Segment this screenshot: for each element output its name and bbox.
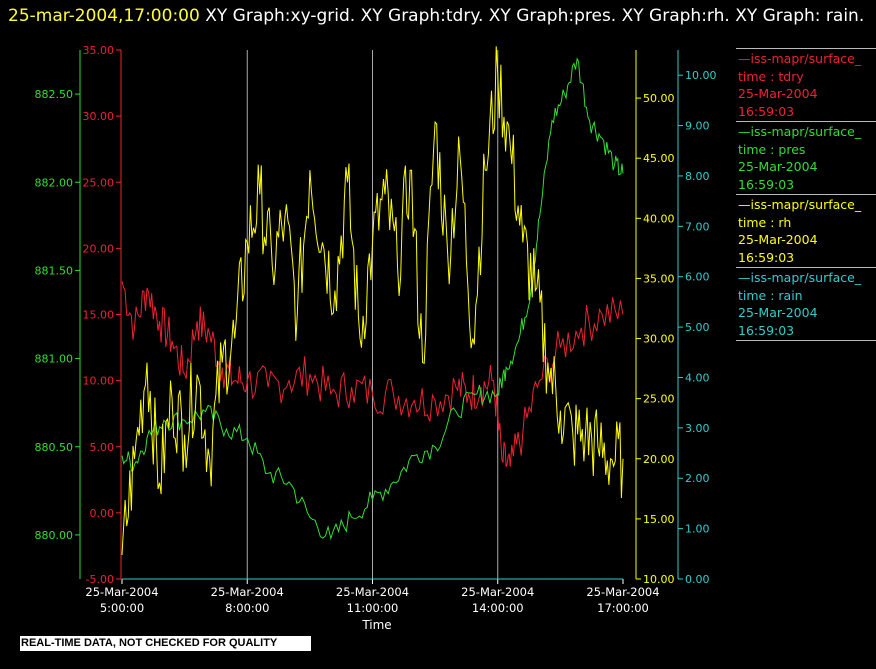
legend: —iss-mapr/surface_ time : tdry 25-Mar-2004… [736, 48, 876, 341]
x-tick-label-date: 25-Mar-2004 [211, 585, 284, 599]
legend-date: 25-Mar-2004 [738, 159, 818, 174]
rain-y-tick-label: 2.00 [685, 472, 710, 485]
graph-title: 25-mar-2004,17:00:00 XY Graph:xy-grid. X… [8, 2, 868, 30]
tdry-y-tick-label: 10.00 [83, 375, 115, 388]
rain-y-tick-label: 9.00 [685, 120, 710, 133]
rain-y-tick-label: 7.00 [685, 220, 710, 233]
x-tick-label-time: 5:00:00 [100, 601, 144, 615]
legend-item-rain: —iss-mapr/surface_time : rain 25-Mar-2004… [736, 267, 876, 340]
legend-field: time : tdry [738, 68, 804, 84]
x-tick-label-time: 14:00:00 [472, 601, 524, 615]
x-tick-label-date: 25-Mar-2004 [586, 585, 659, 599]
legend-var: —iss-mapr/surface_ [738, 51, 862, 66]
legend-var: —iss-mapr/surface_ [738, 197, 862, 212]
tdry-y-tick-label: 30.00 [83, 110, 115, 123]
legend-date: 25-Mar-2004 [738, 305, 818, 320]
tdry-y-tick-label: 0.00 [90, 507, 115, 520]
legend-field: time : rh [738, 214, 792, 230]
tdry-y-tick-label: 20.00 [83, 242, 115, 255]
axes: 25-Mar-2004 5:00:00 25-Mar-2004 8:00:00 25-M… [35, 44, 717, 615]
legend-item-rh: —iss-mapr/surface_time : rh 25-Mar-2004 16… [736, 194, 876, 267]
x-tick-label-date: 25-Mar-2004 [461, 585, 534, 599]
legend-field: time : pres [738, 141, 806, 157]
legend-item-tdry: —iss-mapr/surface_time : tdry 25-Mar-2004… [736, 48, 876, 121]
tdry-y-tick-label: 5.00 [90, 441, 115, 454]
x-tick-label-date: 25-Mar-2004 [336, 585, 409, 599]
pres-y-tick-label: 881.00 [35, 353, 74, 366]
rain-y-tick-label: 8.00 [685, 170, 710, 183]
rh-y-tick-label: 15.00 [643, 513, 675, 526]
legend-date: 25-Mar-2004 [738, 232, 818, 247]
title-timestamp: 25-mar-2004,17:00:00 [8, 6, 200, 26]
series-line-pres [121, 57, 624, 541]
series-lines [121, 46, 624, 580]
rain-y-tick-label: 0.00 [685, 573, 710, 586]
legend-field: time : rain [738, 287, 803, 303]
rain-y-tick-label: 3.00 [685, 422, 710, 435]
rh-y-tick-label: 35.00 [643, 272, 675, 285]
pres-y-tick-label: 880.50 [35, 441, 74, 454]
pres-y-tick-label: 882.00 [35, 176, 74, 189]
x-tick-label-time: 11:00:00 [347, 601, 399, 615]
tdry-y-tick-label: 25.00 [83, 176, 115, 189]
tdry-y-tick-label: 35.00 [83, 44, 115, 57]
pres-y-tick-label: 881.50 [35, 264, 74, 277]
legend-var: —iss-mapr/surface_ [738, 124, 862, 139]
rain-y-tick-label: 6.00 [685, 271, 710, 284]
rh-y-tick-label: 10.00 [643, 573, 675, 586]
series-line-tdry [121, 281, 624, 467]
rh-y-tick-label: 50.00 [643, 92, 675, 105]
rh-y-tick-label: 30.00 [643, 333, 675, 346]
legend-divider [736, 340, 876, 341]
legend-item-pres: —iss-mapr/surface_time : pres 25-Mar-2004… [736, 121, 876, 194]
legend-time: 16:59:03 [738, 176, 795, 192]
rh-y-tick-label: 25.00 [643, 393, 675, 406]
legend-var: —iss-mapr/surface_ [738, 270, 862, 285]
legend-time: 16:59:03 [738, 249, 795, 265]
pres-y-tick-label: 882.50 [35, 88, 74, 101]
grid-lines [246, 50, 499, 579]
legend-time: 16:59:03 [738, 103, 795, 119]
title-graph-list: XY Graph:xy-grid. XY Graph:tdry. XY Grap… [205, 6, 865, 26]
tdry-y-tick-label: -5.00 [86, 573, 114, 586]
quality-warning: REAL-TIME DATA, NOT CHECKED FOR QUALITY [20, 636, 311, 651]
x-tick-label-time: 17:00:00 [597, 601, 649, 615]
rh-y-tick-label: 40.00 [643, 212, 675, 225]
rain-y-tick-label: 10.00 [685, 69, 717, 82]
series-line-rh [121, 46, 624, 556]
rain-y-tick-label: 5.00 [685, 321, 710, 334]
legend-date: 25-Mar-2004 [738, 86, 818, 101]
tdry-y-tick-label: 15.00 [83, 309, 115, 322]
pres-y-tick-label: 880.00 [35, 529, 74, 542]
rh-y-tick-label: 45.00 [643, 152, 675, 165]
rh-y-tick-label: 20.00 [643, 453, 675, 466]
legend-time: 16:59:03 [738, 322, 795, 338]
x-tick-label-time: 8:00:00 [225, 601, 269, 615]
rain-y-tick-label: 4.00 [685, 371, 710, 384]
rain-y-tick-label: 1.00 [685, 523, 710, 536]
x-axis-label: Time [361, 618, 391, 632]
x-tick-label-date: 25-Mar-2004 [85, 585, 158, 599]
